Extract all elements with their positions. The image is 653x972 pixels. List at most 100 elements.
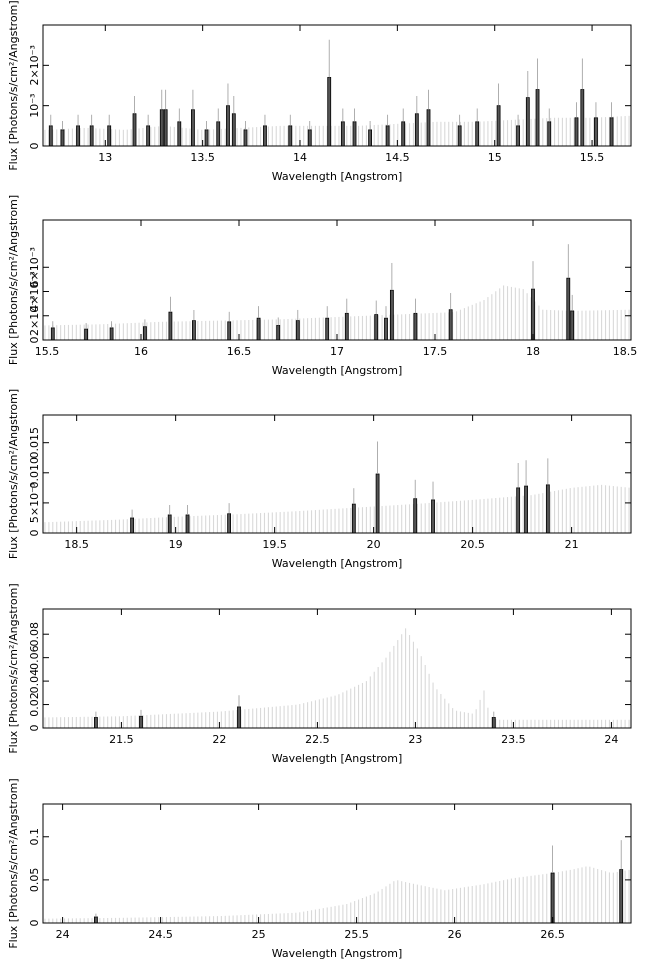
data-bar <box>327 77 332 146</box>
data-bar <box>177 121 182 146</box>
x-tick-label: 16 <box>134 345 148 358</box>
data-bar <box>516 125 520 146</box>
data-bar <box>375 473 380 533</box>
data-bar <box>227 513 232 533</box>
x-tick-label: 14.5 <box>385 151 410 164</box>
data-bar <box>570 310 575 340</box>
plot-area <box>44 441 630 533</box>
data-bar <box>168 311 173 340</box>
data-bar <box>84 328 89 340</box>
y-tick-label: 2×10⁻³ <box>28 45 41 85</box>
x-tick-label: 22 <box>212 733 226 746</box>
data-bar <box>185 514 190 533</box>
y-tick-label: 6×10⁻³ <box>28 247 41 287</box>
data-bar <box>163 109 168 146</box>
data-bar <box>191 109 195 146</box>
data-bar <box>76 125 80 146</box>
data-bar <box>475 121 480 146</box>
y-tick-label: 0.1 <box>28 828 41 846</box>
y-tick-label: 0 <box>28 920 41 927</box>
data-bar <box>374 314 379 340</box>
y-tick-label: 0 <box>28 530 41 537</box>
plot-area <box>44 39 630 146</box>
data-bar <box>295 320 300 340</box>
y-tick-label: 0.04 <box>28 669 41 694</box>
data-bar <box>204 129 209 146</box>
plot-area <box>44 628 630 728</box>
data-bar <box>535 89 540 146</box>
data-bar <box>457 125 462 146</box>
x-tick-label: 25 <box>252 928 266 941</box>
data-bar <box>413 498 418 533</box>
y-axis-title: Flux [Photons/s/cm²/Angstrom] <box>7 0 20 170</box>
data-bar <box>574 117 579 146</box>
x-tick-label: 15 <box>488 151 502 164</box>
y-tick-label: 0.02 <box>28 692 41 717</box>
data-bar <box>344 312 349 340</box>
x-tick-label: 26.5 <box>540 928 565 941</box>
data-bar <box>159 109 164 146</box>
data-bar <box>401 121 406 146</box>
y-tick-label: 0.015 <box>28 427 41 459</box>
data-bar <box>288 125 293 146</box>
data-bar <box>139 715 143 728</box>
x-tick-label: 18.5 <box>64 538 89 551</box>
y-axis-title: Flux [Photons/s/cm²/Angstrom] <box>7 778 20 948</box>
x-tick-label: 24.5 <box>148 928 173 941</box>
data-bar <box>94 916 98 923</box>
data-bar <box>237 706 241 728</box>
data-bar <box>531 288 535 340</box>
data-bar <box>352 121 357 146</box>
x-tick-label: 19.5 <box>262 538 287 551</box>
x-tick-label: 20.5 <box>460 538 485 551</box>
panel-2: 15.5 16 16.5 17 17.5 18 18.5 02×10⁻³4×10⁻³6×10⁻… <box>7 195 637 377</box>
data-bar <box>413 312 418 340</box>
x-tick-label: 22.5 <box>305 733 330 746</box>
x-tick-label: 23 <box>408 733 422 746</box>
x-tick-label: 21 <box>565 538 579 551</box>
data-bar <box>231 113 236 146</box>
y-tick-label: 4×10⁻³ <box>28 271 41 311</box>
x-tick-label: 24 <box>56 928 70 941</box>
data-bar <box>263 125 267 146</box>
data-bar <box>109 327 114 340</box>
plot-frame <box>42 24 632 147</box>
x-tick-label: 21.5 <box>109 733 134 746</box>
x-tick-label: 13 <box>98 151 112 164</box>
data-bar <box>340 121 345 146</box>
plot-frame <box>42 803 632 924</box>
panel-1: 13 13.5 14 14.5 15 15.5 0 10⁻³ 2×10⁻³ Wavelength … <box>7 0 632 183</box>
y-tick-label: 0.05 <box>28 868 41 893</box>
data-bar <box>566 277 571 340</box>
x-tick-label: 15.5 <box>580 151 605 164</box>
x-tick-label: 15.5 <box>35 345 60 358</box>
data-bar <box>351 503 356 533</box>
x-tick-label: 23.5 <box>501 733 526 746</box>
data-bar <box>94 717 98 728</box>
y-axis-title: Flux [Photons/s/cm²/Angstrom] <box>7 389 20 559</box>
data-bar <box>385 125 390 146</box>
x-axis-title: Wavelength [Angstrom] <box>272 364 403 377</box>
data-bar <box>107 125 112 146</box>
y-tick-label: 10⁻³ <box>28 94 41 118</box>
data-bar <box>60 129 65 146</box>
data-bar <box>132 113 137 146</box>
x-tick-label: 17.5 <box>423 345 448 358</box>
data-bar <box>525 97 530 146</box>
y-tick-label: 0 <box>28 337 41 344</box>
plot-frame <box>42 608 632 729</box>
data-bar <box>550 872 555 923</box>
data-bar <box>48 125 53 146</box>
data-bar <box>609 117 614 146</box>
y-tick-label: 0.08 <box>28 622 41 647</box>
x-axis-title: Wavelength [Angstrom] <box>272 947 403 960</box>
x-tick-label: 16.5 <box>227 345 252 358</box>
y-tick-label: 5×10⁻³ <box>28 483 41 523</box>
data-bar <box>414 113 419 146</box>
data-bar <box>146 125 151 146</box>
x-tick-label: 24 <box>604 733 618 746</box>
data-bar <box>143 326 147 340</box>
x-axis-title: Wavelength [Angstrom] <box>272 170 403 183</box>
